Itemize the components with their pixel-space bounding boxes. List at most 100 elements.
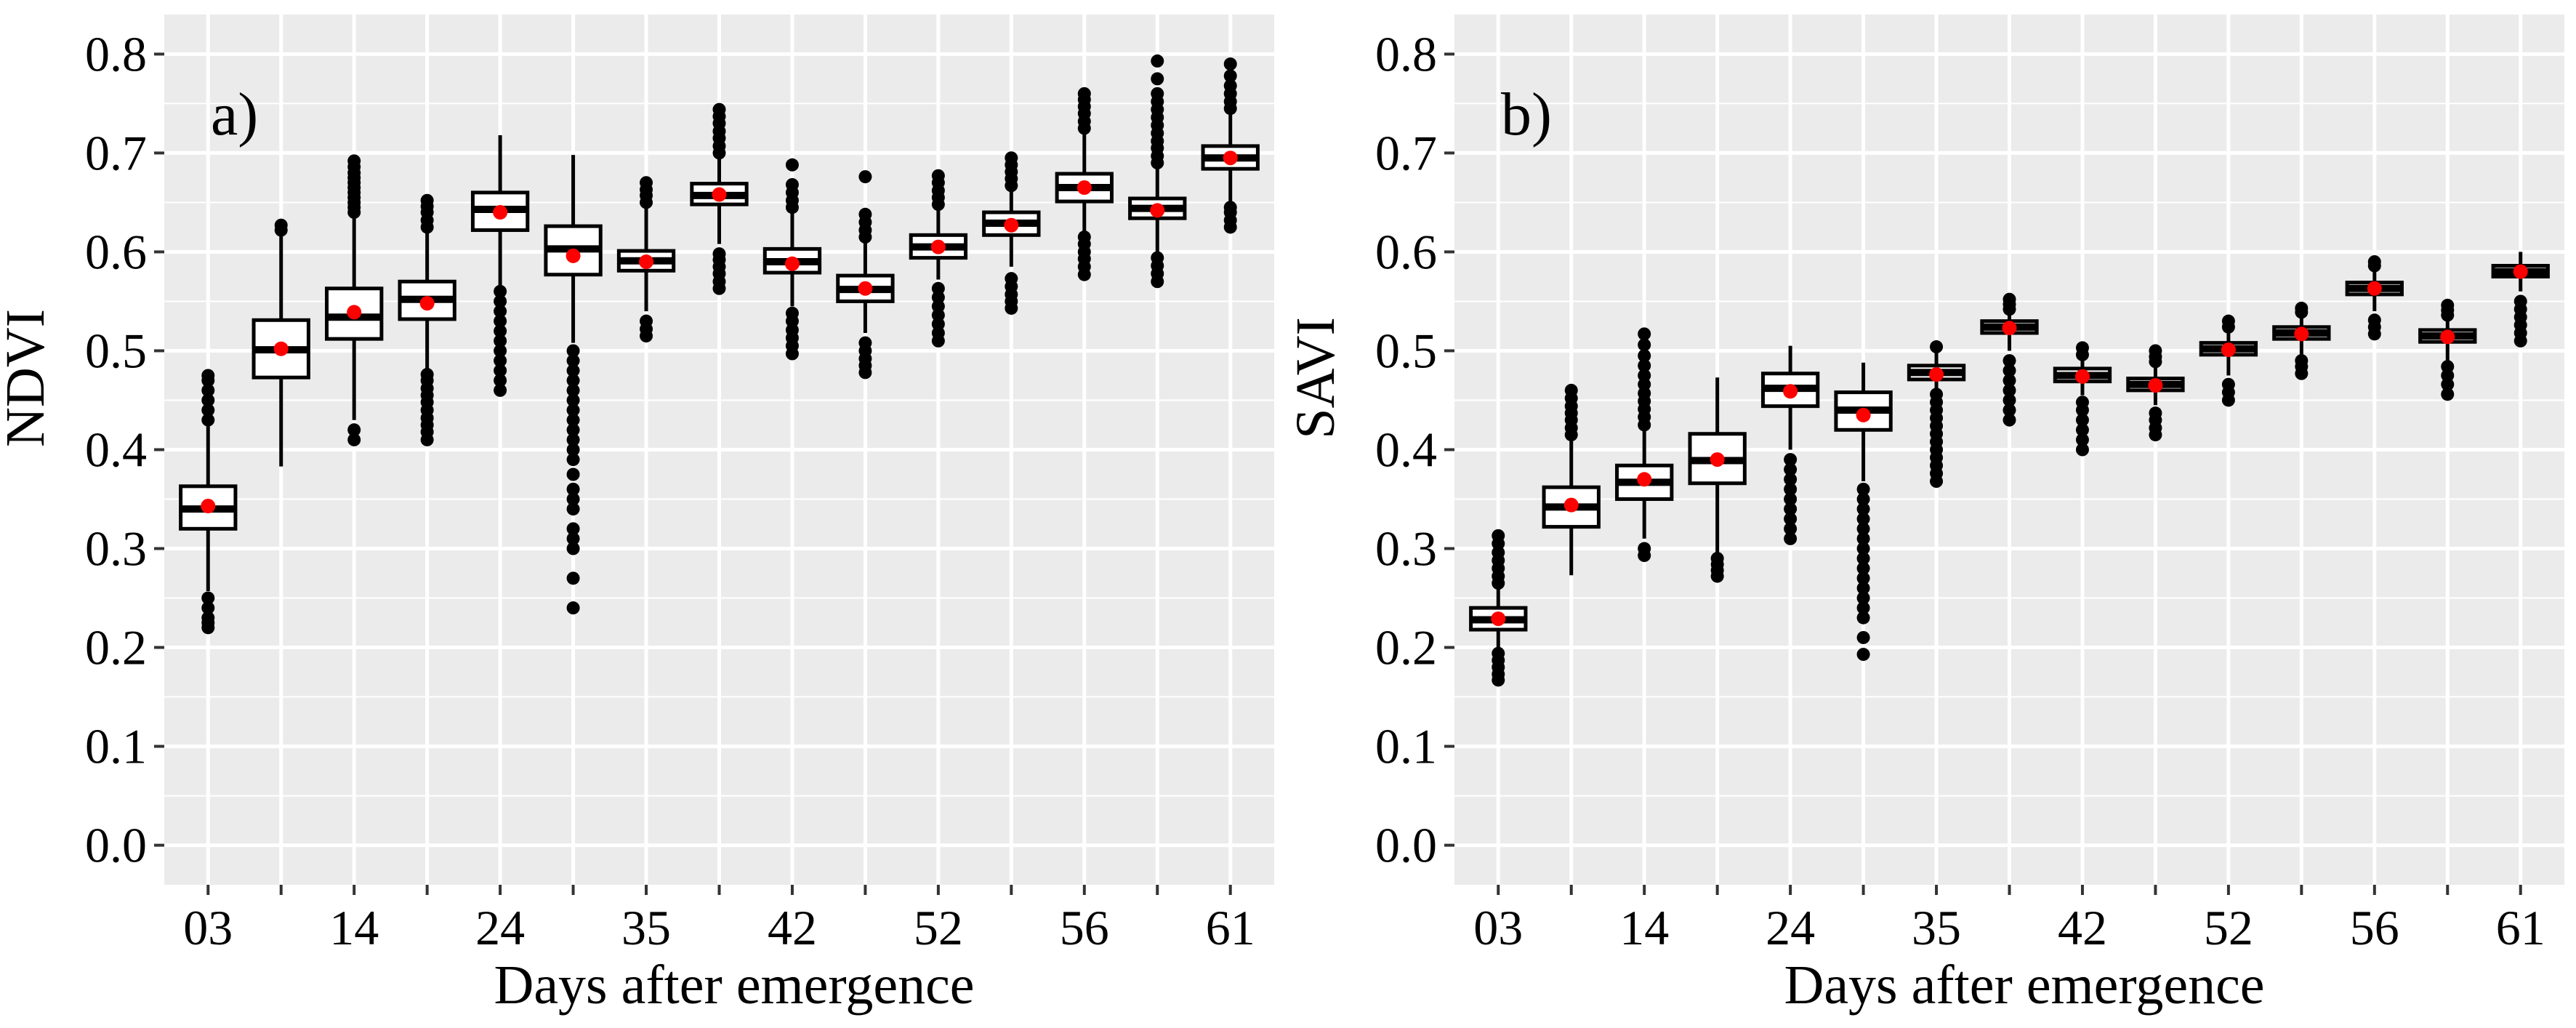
outlier-point bbox=[2221, 314, 2235, 328]
outlier-point bbox=[566, 393, 580, 407]
outlier-point bbox=[2075, 433, 2089, 446]
outlier-point bbox=[566, 413, 580, 427]
mean-marker bbox=[493, 205, 508, 220]
mean-marker bbox=[1856, 407, 1871, 422]
outlier-point bbox=[785, 177, 799, 191]
x-tick-label: 42 bbox=[2058, 900, 2107, 955]
panel-ndvi: 0.0 0.1 0.2 0.3 0.4 0.5 0.6 0.7 0.8 03 14 24 35 42 52 5… bbox=[0, 15, 1274, 1016]
outlier-point bbox=[1856, 482, 1870, 496]
box-42 bbox=[762, 158, 822, 361]
outlier-point bbox=[566, 433, 580, 446]
y-tick-label: 0.8 bbox=[85, 26, 147, 81]
mean-marker bbox=[2294, 326, 2309, 342]
mean-marker bbox=[1783, 384, 1798, 399]
box-group-1 bbox=[251, 218, 310, 467]
outlier-point bbox=[494, 324, 507, 338]
outlier-point bbox=[1638, 349, 1651, 363]
outlier-point bbox=[1856, 561, 1870, 575]
outlier-point bbox=[566, 403, 580, 417]
outlier-point bbox=[712, 247, 726, 261]
outlier-point bbox=[494, 314, 507, 328]
outlier-point bbox=[1564, 383, 1578, 397]
x-tick-label: 52 bbox=[914, 900, 963, 955]
outlier-point bbox=[1784, 492, 1798, 506]
outlier-point bbox=[1856, 591, 1870, 605]
outlier-point bbox=[712, 103, 726, 116]
x-tick-label: 24 bbox=[1766, 900, 1815, 955]
y-tick-label: 0.8 bbox=[1375, 26, 1437, 81]
box-14 bbox=[1615, 327, 1674, 563]
mean-marker bbox=[347, 305, 362, 320]
outlier-point bbox=[347, 154, 361, 168]
outlier-point bbox=[347, 433, 361, 446]
x-tick-label: 56 bbox=[1060, 900, 1109, 955]
outlier-point bbox=[566, 423, 580, 437]
outlier-point bbox=[420, 368, 434, 382]
outlier-point bbox=[2003, 374, 2016, 387]
outlier-point bbox=[1638, 327, 1651, 341]
mean-marker bbox=[1150, 203, 1165, 218]
outlier-point bbox=[858, 207, 872, 221]
box-group-13 bbox=[1128, 54, 1187, 289]
outlier-point bbox=[566, 482, 580, 496]
outlier-point bbox=[2075, 341, 2089, 355]
mean-marker bbox=[419, 296, 435, 311]
outlier-point bbox=[1930, 340, 1944, 354]
mean-marker bbox=[273, 341, 289, 356]
outlier-point bbox=[494, 294, 507, 308]
box-group-11 bbox=[982, 151, 1041, 315]
mean-marker bbox=[1710, 452, 1725, 467]
outlier-point bbox=[1856, 581, 1870, 595]
outlier-point bbox=[2367, 255, 2381, 269]
outlier-point bbox=[1638, 358, 1651, 372]
outlier-point bbox=[2003, 354, 2016, 368]
outlier-point bbox=[494, 305, 507, 318]
plot-area-1: 0.0 0.1 0.2 0.3 0.4 0.5 0.6 0.7 0.8 03 14 24 35 42 52 5… bbox=[1375, 15, 2564, 955]
panel-label-a: a) bbox=[211, 81, 258, 148]
outlier-point bbox=[2513, 294, 2527, 308]
y-tick-label: 0.0 bbox=[85, 818, 147, 873]
outlier-point bbox=[566, 467, 580, 481]
outlier-point bbox=[1784, 473, 1798, 486]
outlier-point bbox=[2149, 344, 2162, 358]
outlier-point bbox=[566, 492, 580, 506]
outlier-point bbox=[566, 571, 580, 585]
outlier-point bbox=[201, 601, 215, 615]
outlier-point bbox=[2003, 403, 2016, 417]
outlier-point bbox=[1856, 611, 1870, 625]
y-tick-label: 0.5 bbox=[85, 323, 147, 378]
x-tick-label: 24 bbox=[475, 900, 525, 955]
outlier-point bbox=[1856, 542, 1870, 555]
mean-marker bbox=[1004, 217, 1019, 233]
mean-marker bbox=[565, 248, 581, 263]
x-tick-label: 14 bbox=[329, 900, 379, 955]
box-24 bbox=[1760, 345, 1820, 545]
box-group-5 bbox=[544, 155, 603, 615]
outlier-point bbox=[2441, 387, 2455, 401]
outlier-point bbox=[2221, 377, 2235, 391]
mean-marker bbox=[2074, 369, 2090, 384]
y-tick-label: 0.2 bbox=[85, 620, 147, 675]
y-tick-label: 0.6 bbox=[1375, 224, 1437, 279]
box-42 bbox=[2053, 341, 2112, 457]
box-group-7 bbox=[1980, 292, 2039, 427]
outlier-point bbox=[1492, 529, 1505, 542]
outlier-point bbox=[2003, 413, 2016, 427]
outlier-point bbox=[858, 336, 872, 350]
mean-marker bbox=[2513, 264, 2528, 279]
x-tick-label: 03 bbox=[1473, 900, 1523, 955]
outlier-point bbox=[1856, 531, 1870, 545]
outlier-point bbox=[1151, 251, 1164, 265]
y-tick-label: 0.3 bbox=[1375, 521, 1437, 577]
mean-marker bbox=[2440, 329, 2455, 345]
outlier-point bbox=[494, 334, 507, 348]
panel-savi: 0.0 0.1 0.2 0.3 0.4 0.5 0.6 0.7 0.8 03 14 24 35 42 52 5… bbox=[1285, 15, 2564, 1016]
outlier-point bbox=[2149, 406, 2162, 420]
y-axis-title-ndvi: NDVI bbox=[0, 309, 56, 447]
outlier-point bbox=[494, 284, 507, 298]
mean-marker bbox=[201, 499, 216, 514]
outlier-point bbox=[1856, 571, 1870, 585]
x-tick-label: 42 bbox=[768, 900, 817, 955]
outlier-point bbox=[1784, 531, 1798, 545]
y-tick-label: 0.0 bbox=[1375, 818, 1437, 873]
